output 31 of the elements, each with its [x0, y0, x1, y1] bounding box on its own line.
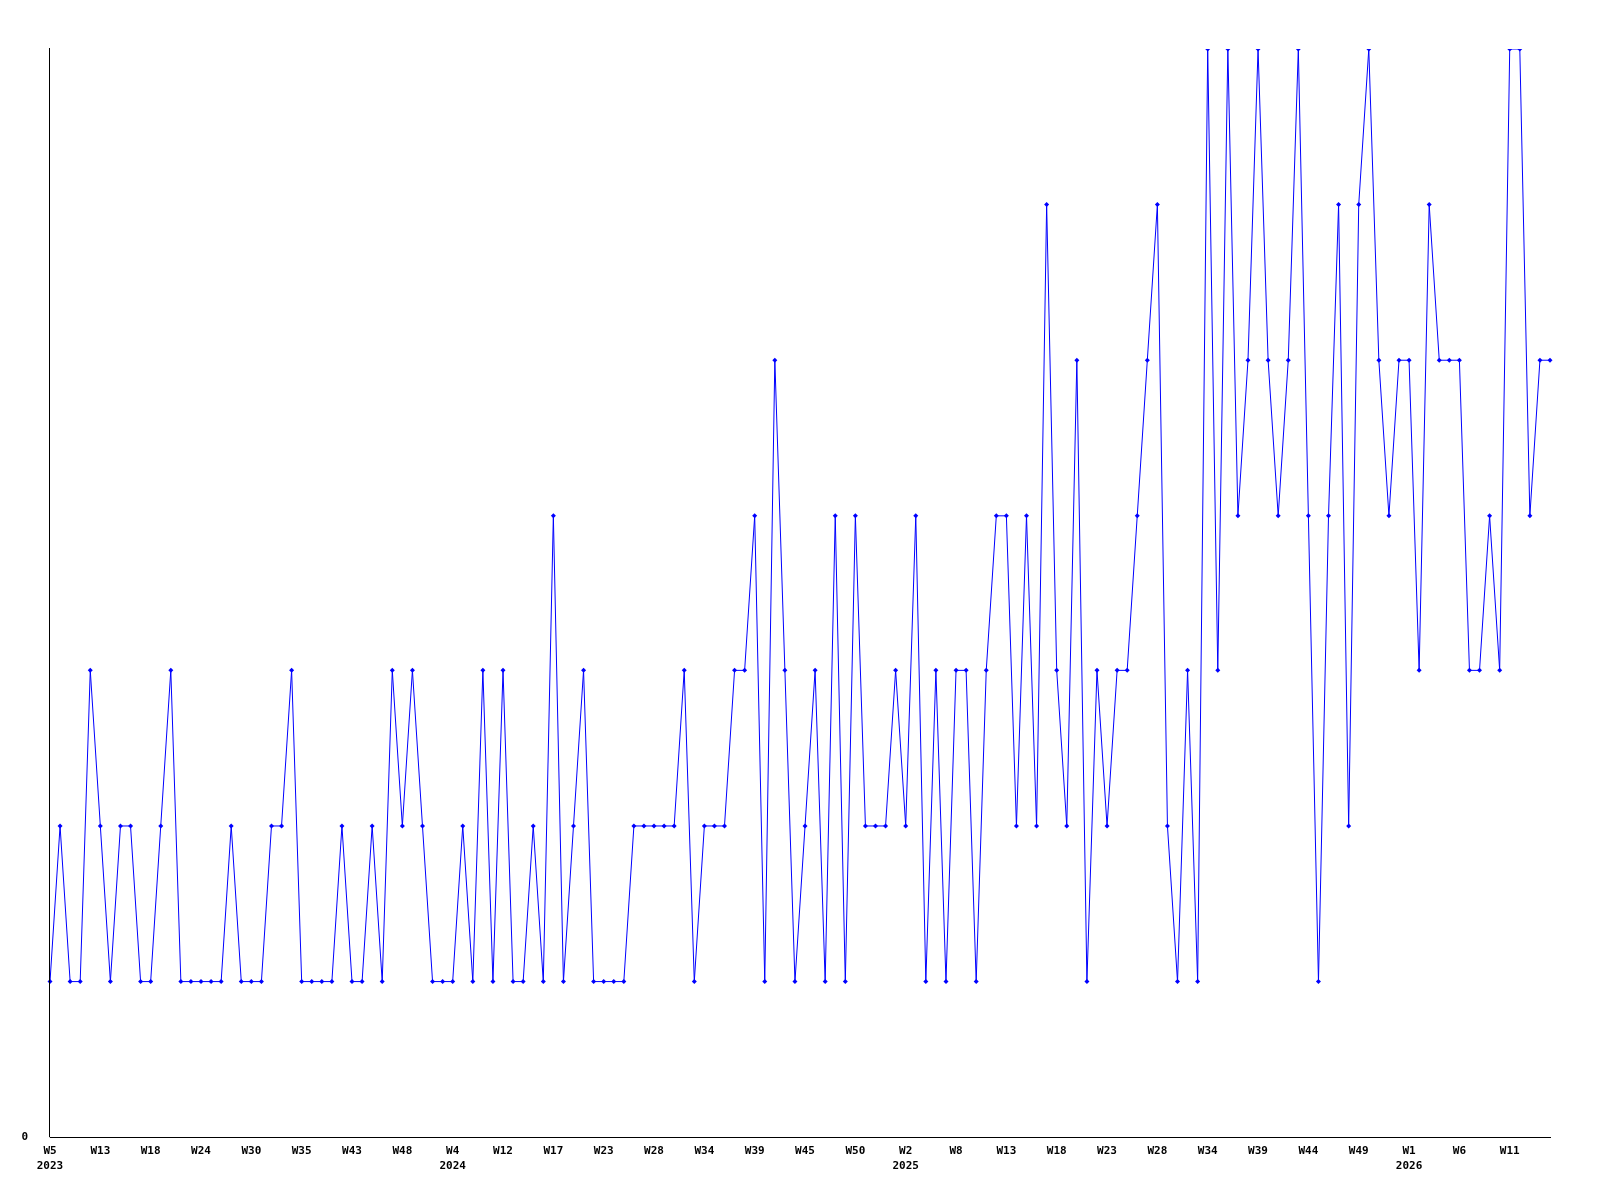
x-tick-label: W12: [493, 1143, 513, 1157]
x-tick-label: W43: [342, 1143, 362, 1157]
x-tick-label: W45: [795, 1143, 815, 1157]
x-tick-label: W4 2024: [439, 1143, 467, 1173]
x-tick-label: W13: [90, 1143, 111, 1157]
x-tick-label: W2 2025: [892, 1143, 919, 1173]
x-tick-label: W28: [644, 1143, 664, 1157]
x-tick-label: W8: [949, 1143, 963, 1157]
x-tick-label: W34: [694, 1143, 715, 1157]
x-tick-label: W39: [744, 1143, 765, 1157]
x-tick-label: W28: [1147, 1143, 1168, 1157]
x-tick-label: W48: [392, 1143, 413, 1157]
x-tick-label: W23: [593, 1143, 614, 1157]
x-tick-label: W18: [1046, 1143, 1067, 1157]
x-tick-label: W13: [996, 1143, 1017, 1157]
x-tick-label: W24: [191, 1143, 212, 1157]
x-tick-label: W49: [1348, 1143, 1369, 1157]
x-tick-label: W50: [845, 1143, 866, 1157]
x-tick-label: W17: [543, 1143, 564, 1157]
x-tick-label: W18: [140, 1143, 161, 1157]
x-tick-label: W23: [1097, 1143, 1117, 1157]
x-tick-label: W34: [1197, 1143, 1219, 1157]
x-tick-label: W5 2023: [36, 1143, 64, 1173]
x-tick-label: W39: [1248, 1143, 1268, 1157]
x-tick-label: W44: [1298, 1143, 1319, 1157]
x-tick-label: W30: [241, 1143, 262, 1157]
x-tick-label: W11: [1499, 1143, 1521, 1157]
text: 0: [21, 1130, 28, 1144]
x-tick-label: W6: [1452, 1143, 1467, 1157]
x-tick-label: W35: [291, 1143, 312, 1157]
x-tick-label: W1 2026: [1395, 1143, 1423, 1173]
